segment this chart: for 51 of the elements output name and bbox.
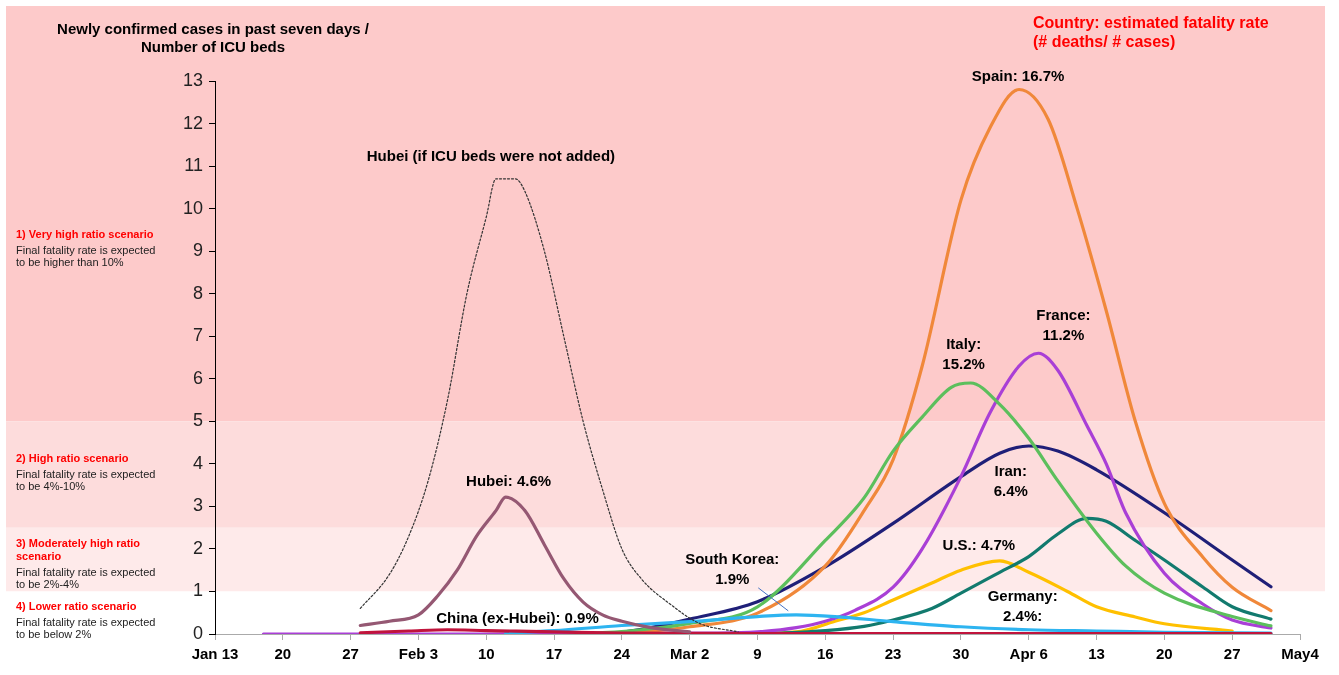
y-tick-label: 13 (182, 69, 203, 90)
x-tick-label: 13 (1088, 645, 1105, 663)
x-tick-label: 9 (753, 645, 762, 663)
x-tick-label: 17 (545, 645, 563, 663)
y-axis-title: Newly confirmed cases in past seven days / Number of ICU beds (57, 20, 370, 56)
text: Country: estimated fatality rate (# deaths/ # cases) (1033, 14, 1269, 51)
y-tick-label: 8 (192, 282, 203, 303)
series-label: Hubei: 4.6% (466, 472, 552, 490)
series-label: Spain: 16.7% (971, 66, 1065, 84)
y-tick-label: 12 (182, 112, 203, 133)
series-label: South Korea: 1.9% (685, 550, 780, 587)
y-tick-label: 11 (184, 155, 203, 176)
series-label: U.S.: 4.7% (942, 536, 1016, 554)
x-tick-label: 27 (342, 645, 359, 663)
y-tick-label: 1 (192, 580, 203, 601)
band-label: 1) Very high ratio scenario (16, 228, 154, 241)
x-tick-label: 23 (884, 645, 902, 663)
x-tick-label: 30 (952, 645, 970, 663)
band-label: 4) Lower ratio scenario (16, 600, 137, 613)
text: Final fatality rate is expected to be 2%-4% (16, 565, 156, 590)
y-tick-label: 10 (182, 197, 203, 218)
x-tick-label: 27 (1223, 645, 1241, 663)
x-tick-label: 24 (613, 645, 631, 663)
text: Final fatality rate is expected to be below 2% (16, 616, 156, 641)
x-tick-label: Feb 3 (398, 645, 439, 663)
y-tick-label: 4 (192, 452, 203, 473)
series-label: Iran: 6.4% (993, 462, 1028, 500)
series-label: Italy: 15.2% (942, 335, 985, 373)
y-tick-label: 5 (192, 410, 203, 431)
band-label: 3) Moderately high ratio scenario (16, 536, 141, 562)
x-tick-label: 20 (274, 645, 292, 663)
y-tick-label: 6 (192, 367, 203, 388)
x-tick-label: 10 (477, 645, 495, 663)
y-tick-label: 7 (192, 325, 203, 346)
y-tick-label: 0 (192, 622, 203, 643)
series-label: France: 11.2% (1036, 306, 1091, 344)
x-tick-label: May4 (1281, 645, 1320, 663)
x-tick-label: Jan 13 (191, 645, 239, 663)
y-tick-label: 9 (192, 240, 203, 261)
x-tick-label: Mar 2 (670, 645, 710, 663)
x-tick-label: Apr 6 (1009, 645, 1048, 663)
x-tick-label: 20 (1156, 645, 1173, 663)
series-label: Hubei (if ICU beds were not added) (366, 146, 616, 164)
text: Final fatality rate is expected to be 4%-10% (16, 467, 156, 492)
text: Final fatality rate is expected to be higher than 10% (16, 244, 156, 269)
series-label: Germany: 2.4%: (987, 586, 1058, 624)
y-tick-label: 3 (192, 495, 203, 516)
series-label: China (ex-Hubei): 0.9% (436, 608, 599, 626)
band-label: 2) High ratio scenario (16, 451, 129, 464)
y-tick-label: 2 (192, 537, 203, 558)
x-tick-label: 16 (816, 645, 834, 663)
